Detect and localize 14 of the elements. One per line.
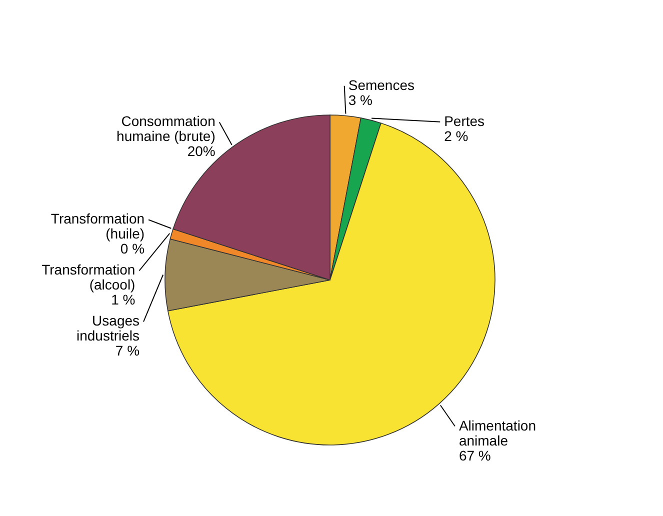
slice-label: Transformation (alcool) bbox=[42, 262, 136, 293]
slice-label: Usages industriels bbox=[76, 312, 140, 344]
legend-label: Transformation (huile) bbox=[50, 210, 145, 242]
data-label: 3 % bbox=[348, 92, 372, 108]
slice-label: Alimentation animale bbox=[458, 417, 536, 448]
slice-label: Consommation humaine (brute) bbox=[116, 113, 216, 144]
data-label: 7 % bbox=[115, 342, 140, 359]
text: 0 % bbox=[120, 240, 145, 257]
slice-label: Pertes bbox=[444, 112, 485, 129]
data-label: 2 % bbox=[444, 128, 468, 144]
data-label: 1 % bbox=[111, 292, 136, 308]
data-label: 20% bbox=[187, 143, 216, 160]
slice-label: Semences bbox=[348, 76, 415, 93]
data-label: 67 % bbox=[458, 447, 491, 464]
